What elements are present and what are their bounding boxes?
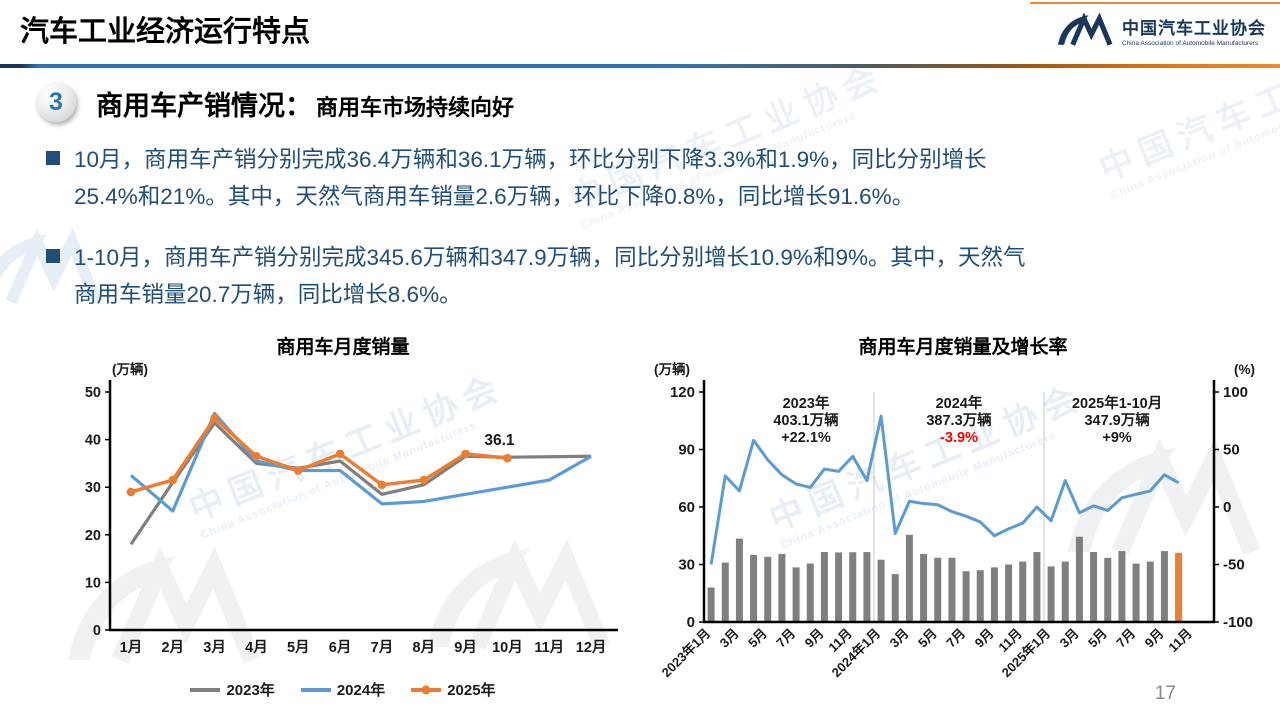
svg-text:0: 0 <box>93 623 101 639</box>
svg-text:4月: 4月 <box>245 639 268 656</box>
section-title: 商用车产销情况： <box>96 91 312 121</box>
svg-text:9月: 9月 <box>454 639 477 656</box>
svg-text:-100: -100 <box>1223 614 1253 631</box>
right-chart-title: 商用车月度销量及增长率 <box>858 337 1068 358</box>
monthly-sales-line-chart: 0 10 20 30 40 50 (万辆) 1月 2月 3月 4月 5月 6月 7月 8月 9月 10月 11月 1… <box>85 361 618 656</box>
svg-text:20: 20 <box>85 528 101 544</box>
svg-text:2023年1月: 2023年1月 <box>659 626 714 681</box>
svg-text:10: 10 <box>85 575 101 591</box>
svg-text:60: 60 <box>678 499 695 516</box>
cm-swoosh-icon <box>1057 13 1113 46</box>
svg-text:30: 30 <box>85 480 101 496</box>
page-number: 17 <box>1154 683 1176 704</box>
bullet-item: 10月，商用车产销分别完成36.4万辆和36.1万辆，环比分别下降3.3%和1.… <box>46 141 1254 215</box>
chart-legend: 2023年 2024年 2025年 <box>62 679 624 700</box>
svg-text:12月: 12月 <box>576 639 607 656</box>
caam-logo-cn: 中国汽车工业协会 <box>1122 18 1266 38</box>
legend-item: 2024年 <box>300 679 385 700</box>
svg-text:30: 30 <box>678 557 695 574</box>
section-heading: 商用车产销情况： 商用车市场持续向好 <box>96 84 514 123</box>
svg-text:(万辆): (万辆) <box>654 362 690 377</box>
top-accent-rule <box>1030 2 1280 4</box>
caam-logo: 中国汽车工业协会 China Association of Automobile… <box>1055 13 1266 47</box>
svg-text:7月: 7月 <box>943 626 968 651</box>
sales-growth-chart-panel: 商用车月度销量及增长率 0 30 60 90 120 -100 -50 0 50 100 (万辆) (… <box>646 336 1280 719</box>
svg-text:3月: 3月 <box>203 639 226 656</box>
svg-text:0: 0 <box>1223 499 1231 516</box>
svg-text:9月: 9月 <box>972 626 997 651</box>
svg-text:10月: 10月 <box>492 639 523 656</box>
svg-text:1月: 1月 <box>120 639 143 656</box>
svg-text:2024年: 2024年 <box>936 394 983 412</box>
svg-text:7月: 7月 <box>1113 626 1138 651</box>
bullet-text: 1-10月，商用车产销分别完成345.6万辆和347.9万辆，同比分别增长10.… <box>74 245 1026 307</box>
svg-text:40: 40 <box>85 433 101 449</box>
bullet-list: 10月，商用车产销分别完成36.4万辆和36.1万辆，环比分别下降3.3%和1.… <box>46 141 1254 313</box>
svg-text:+22.1%: +22.1% <box>781 430 831 446</box>
monthly-sales-chart-panel: 商用车月度销量 0 10 20 30 40 50 (万辆) 1月 2月 3月 4月 5月 6月 7月 8月 9… <box>62 336 624 700</box>
svg-text:3月: 3月 <box>717 626 742 651</box>
svg-text:2025年1-10月: 2025年1-10月 <box>1072 394 1162 412</box>
svg-text:3月: 3月 <box>887 626 912 651</box>
svg-text:347.9万辆: 347.9万辆 <box>1084 411 1150 429</box>
svg-text:(%): (%) <box>1234 362 1255 377</box>
svg-text:2月: 2月 <box>161 639 184 656</box>
caam-logo-text: 中国汽车工业协会 China Association of Automobile… <box>1122 14 1266 47</box>
caam-logo-en: China Association of Automobile Manufact… <box>1122 39 1259 47</box>
svg-text:(万辆): (万辆) <box>112 362 148 377</box>
svg-text:6月: 6月 <box>329 639 352 656</box>
svg-text:5月: 5月 <box>745 626 770 651</box>
svg-text:5月: 5月 <box>915 626 940 651</box>
svg-text:-50: -50 <box>1223 557 1245 574</box>
svg-text:5月: 5月 <box>287 639 310 656</box>
svg-text:-3.9%: -3.9% <box>940 430 978 446</box>
header-separator <box>0 64 1280 68</box>
svg-text:100: 100 <box>1223 384 1248 401</box>
svg-text:7月: 7月 <box>773 626 798 651</box>
svg-text:387.3万辆: 387.3万辆 <box>926 411 992 429</box>
svg-text:403.1万辆: 403.1万辆 <box>773 411 839 429</box>
svg-text:5月: 5月 <box>1085 626 1110 651</box>
svg-text:7月: 7月 <box>371 639 394 656</box>
page-title: 汽车工业经济运行特点 <box>20 16 311 48</box>
svg-text:50: 50 <box>1223 442 1240 459</box>
bullet-item: 1-10月，商用车产销分别完成345.6万辆和347.9万辆，同比分别增长10.… <box>46 239 1254 313</box>
legend-item: 2023年 <box>190 679 275 700</box>
svg-text:0: 0 <box>687 614 695 631</box>
svg-text:11月: 11月 <box>534 639 564 656</box>
svg-text:90: 90 <box>678 442 695 459</box>
svg-text:36.1: 36.1 <box>484 432 515 449</box>
svg-text:2023年: 2023年 <box>783 394 830 412</box>
svg-text:3月: 3月 <box>1057 626 1082 651</box>
svg-text:+9%: +9% <box>1102 430 1132 446</box>
svg-text:9月: 9月 <box>802 626 827 651</box>
legend-item: 2025年 <box>411 679 496 700</box>
left-chart-title: 商用车月度销量 <box>276 337 410 358</box>
svg-text:50: 50 <box>85 385 101 401</box>
svg-text:120: 120 <box>670 384 695 401</box>
bullet-square-icon <box>46 151 60 165</box>
svg-text:9月: 9月 <box>1142 626 1167 651</box>
bullet-square-icon <box>46 249 60 263</box>
section-number-badge: 3 <box>36 82 76 122</box>
bullet-text: 10月，商用车产销分别完成36.4万辆和36.1万辆，环比分别下降3.3%和1.… <box>74 147 987 209</box>
svg-text:11月: 11月 <box>1165 626 1195 656</box>
svg-text:8月: 8月 <box>412 639 435 656</box>
section-subtitle: 商用车市场持续向好 <box>316 95 515 120</box>
